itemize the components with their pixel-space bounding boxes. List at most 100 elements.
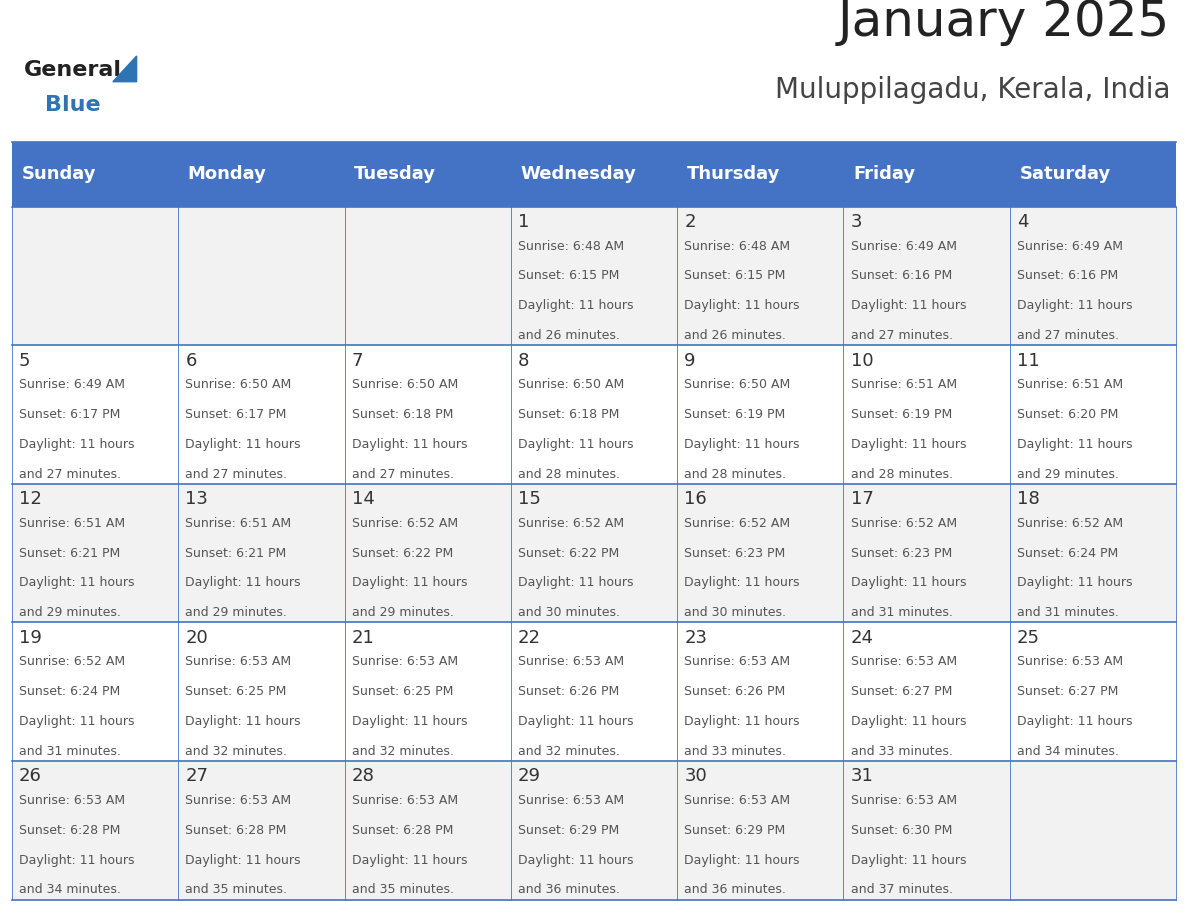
Text: and 28 minutes.: and 28 minutes.	[851, 467, 953, 481]
Text: and 27 minutes.: and 27 minutes.	[851, 329, 953, 342]
Text: Sunset: 6:28 PM: Sunset: 6:28 PM	[352, 823, 453, 837]
Text: Sunrise: 6:52 AM: Sunrise: 6:52 AM	[352, 517, 457, 530]
Text: Daylight: 11 hours: Daylight: 11 hours	[1017, 299, 1132, 312]
Text: Sunset: 6:24 PM: Sunset: 6:24 PM	[19, 685, 120, 699]
Bar	[511, 207, 677, 345]
Text: 27: 27	[185, 767, 208, 786]
Text: Daylight: 11 hours: Daylight: 11 hours	[1017, 715, 1132, 728]
Bar	[178, 484, 345, 622]
Text: 25: 25	[1017, 629, 1040, 647]
Text: and 28 minutes.: and 28 minutes.	[518, 467, 620, 481]
Text: Sunset: 6:29 PM: Sunset: 6:29 PM	[684, 823, 785, 837]
Text: Sunrise: 6:52 AM: Sunrise: 6:52 AM	[19, 655, 125, 668]
Bar	[178, 622, 345, 761]
Text: Sunset: 6:28 PM: Sunset: 6:28 PM	[19, 823, 120, 837]
Bar	[1010, 484, 1176, 622]
Text: Daylight: 11 hours: Daylight: 11 hours	[851, 715, 966, 728]
Text: Daylight: 11 hours: Daylight: 11 hours	[19, 438, 134, 451]
Text: Daylight: 11 hours: Daylight: 11 hours	[518, 577, 633, 589]
Bar	[843, 622, 1010, 761]
Bar	[843, 484, 1010, 622]
Text: Daylight: 11 hours: Daylight: 11 hours	[185, 854, 301, 867]
Text: Sunrise: 6:53 AM: Sunrise: 6:53 AM	[185, 794, 291, 807]
Text: and 27 minutes.: and 27 minutes.	[185, 467, 287, 481]
Text: Sunset: 6:25 PM: Sunset: 6:25 PM	[352, 685, 453, 699]
Text: 13: 13	[185, 490, 208, 509]
Text: 15: 15	[518, 490, 541, 509]
Text: Sunset: 6:18 PM: Sunset: 6:18 PM	[518, 408, 619, 421]
Bar	[345, 622, 511, 761]
Text: Sunset: 6:15 PM: Sunset: 6:15 PM	[684, 269, 785, 283]
Text: Daylight: 11 hours: Daylight: 11 hours	[185, 715, 301, 728]
Text: 21: 21	[352, 629, 374, 647]
Text: Sunrise: 6:52 AM: Sunrise: 6:52 AM	[684, 517, 790, 530]
Text: Sunset: 6:16 PM: Sunset: 6:16 PM	[1017, 269, 1118, 283]
Text: 17: 17	[851, 490, 873, 509]
Text: Daylight: 11 hours: Daylight: 11 hours	[19, 715, 134, 728]
Text: Daylight: 11 hours: Daylight: 11 hours	[851, 854, 966, 867]
Text: and 35 minutes.: and 35 minutes.	[352, 883, 454, 897]
Text: 2: 2	[684, 213, 696, 231]
Text: Daylight: 11 hours: Daylight: 11 hours	[19, 577, 134, 589]
Text: 29: 29	[518, 767, 541, 786]
Text: Daylight: 11 hours: Daylight: 11 hours	[352, 438, 467, 451]
Text: 18: 18	[1017, 490, 1040, 509]
Bar	[12, 345, 178, 484]
Text: and 26 minutes.: and 26 minutes.	[518, 329, 620, 342]
Text: 19: 19	[19, 629, 42, 647]
Bar	[843, 345, 1010, 484]
Text: Saturday: Saturday	[1019, 165, 1111, 184]
Text: Daylight: 11 hours: Daylight: 11 hours	[185, 438, 301, 451]
Text: Sunset: 6:18 PM: Sunset: 6:18 PM	[352, 408, 453, 421]
Text: Tuesday: Tuesday	[354, 165, 436, 184]
Text: and 28 minutes.: and 28 minutes.	[684, 467, 786, 481]
Text: and 36 minutes.: and 36 minutes.	[518, 883, 620, 897]
Text: 20: 20	[185, 629, 208, 647]
Text: Sunrise: 6:50 AM: Sunrise: 6:50 AM	[352, 378, 457, 391]
Text: Daylight: 11 hours: Daylight: 11 hours	[352, 854, 467, 867]
Text: Sunrise: 6:51 AM: Sunrise: 6:51 AM	[851, 378, 956, 391]
Text: Sunrise: 6:53 AM: Sunrise: 6:53 AM	[1017, 655, 1123, 668]
Text: and 31 minutes.: and 31 minutes.	[1017, 606, 1119, 620]
Text: Sunrise: 6:49 AM: Sunrise: 6:49 AM	[851, 240, 956, 252]
Text: Daylight: 11 hours: Daylight: 11 hours	[518, 299, 633, 312]
Text: Daylight: 11 hours: Daylight: 11 hours	[518, 438, 633, 451]
Text: 9: 9	[684, 352, 696, 370]
Bar	[1010, 622, 1176, 761]
Text: 12: 12	[19, 490, 42, 509]
Text: Sunrise: 6:51 AM: Sunrise: 6:51 AM	[19, 517, 125, 530]
Text: Daylight: 11 hours: Daylight: 11 hours	[185, 577, 301, 589]
Text: 28: 28	[352, 767, 374, 786]
Text: and 33 minutes.: and 33 minutes.	[851, 744, 953, 758]
Polygon shape	[113, 56, 137, 82]
Text: Daylight: 11 hours: Daylight: 11 hours	[684, 438, 800, 451]
Text: 3: 3	[851, 213, 862, 231]
Text: Sunset: 6:17 PM: Sunset: 6:17 PM	[19, 408, 120, 421]
Text: Sunset: 6:22 PM: Sunset: 6:22 PM	[518, 546, 619, 560]
Text: Sunrise: 6:53 AM: Sunrise: 6:53 AM	[684, 655, 790, 668]
Text: Sunset: 6:19 PM: Sunset: 6:19 PM	[851, 408, 952, 421]
Text: 5: 5	[19, 352, 31, 370]
Text: 30: 30	[684, 767, 707, 786]
Text: 4: 4	[1017, 213, 1029, 231]
Text: Sunrise: 6:50 AM: Sunrise: 6:50 AM	[185, 378, 291, 391]
Bar	[677, 484, 843, 622]
Text: Sunset: 6:28 PM: Sunset: 6:28 PM	[185, 823, 286, 837]
Text: Sunrise: 6:49 AM: Sunrise: 6:49 AM	[1017, 240, 1123, 252]
Text: and 37 minutes.: and 37 minutes.	[851, 883, 953, 897]
Text: Sunrise: 6:53 AM: Sunrise: 6:53 AM	[851, 794, 956, 807]
Text: Sunset: 6:27 PM: Sunset: 6:27 PM	[851, 685, 952, 699]
Text: 6: 6	[185, 352, 197, 370]
Text: and 32 minutes.: and 32 minutes.	[185, 744, 287, 758]
Text: Sunset: 6:16 PM: Sunset: 6:16 PM	[851, 269, 952, 283]
Bar	[843, 761, 1010, 900]
Text: January 2025: January 2025	[838, 0, 1170, 46]
Bar	[677, 761, 843, 900]
Text: 14: 14	[352, 490, 374, 509]
Text: Sunset: 6:21 PM: Sunset: 6:21 PM	[19, 546, 120, 560]
Text: and 27 minutes.: and 27 minutes.	[352, 467, 454, 481]
Text: Daylight: 11 hours: Daylight: 11 hours	[518, 854, 633, 867]
Text: and 31 minutes.: and 31 minutes.	[19, 744, 121, 758]
Text: 26: 26	[19, 767, 42, 786]
Bar	[1010, 345, 1176, 484]
